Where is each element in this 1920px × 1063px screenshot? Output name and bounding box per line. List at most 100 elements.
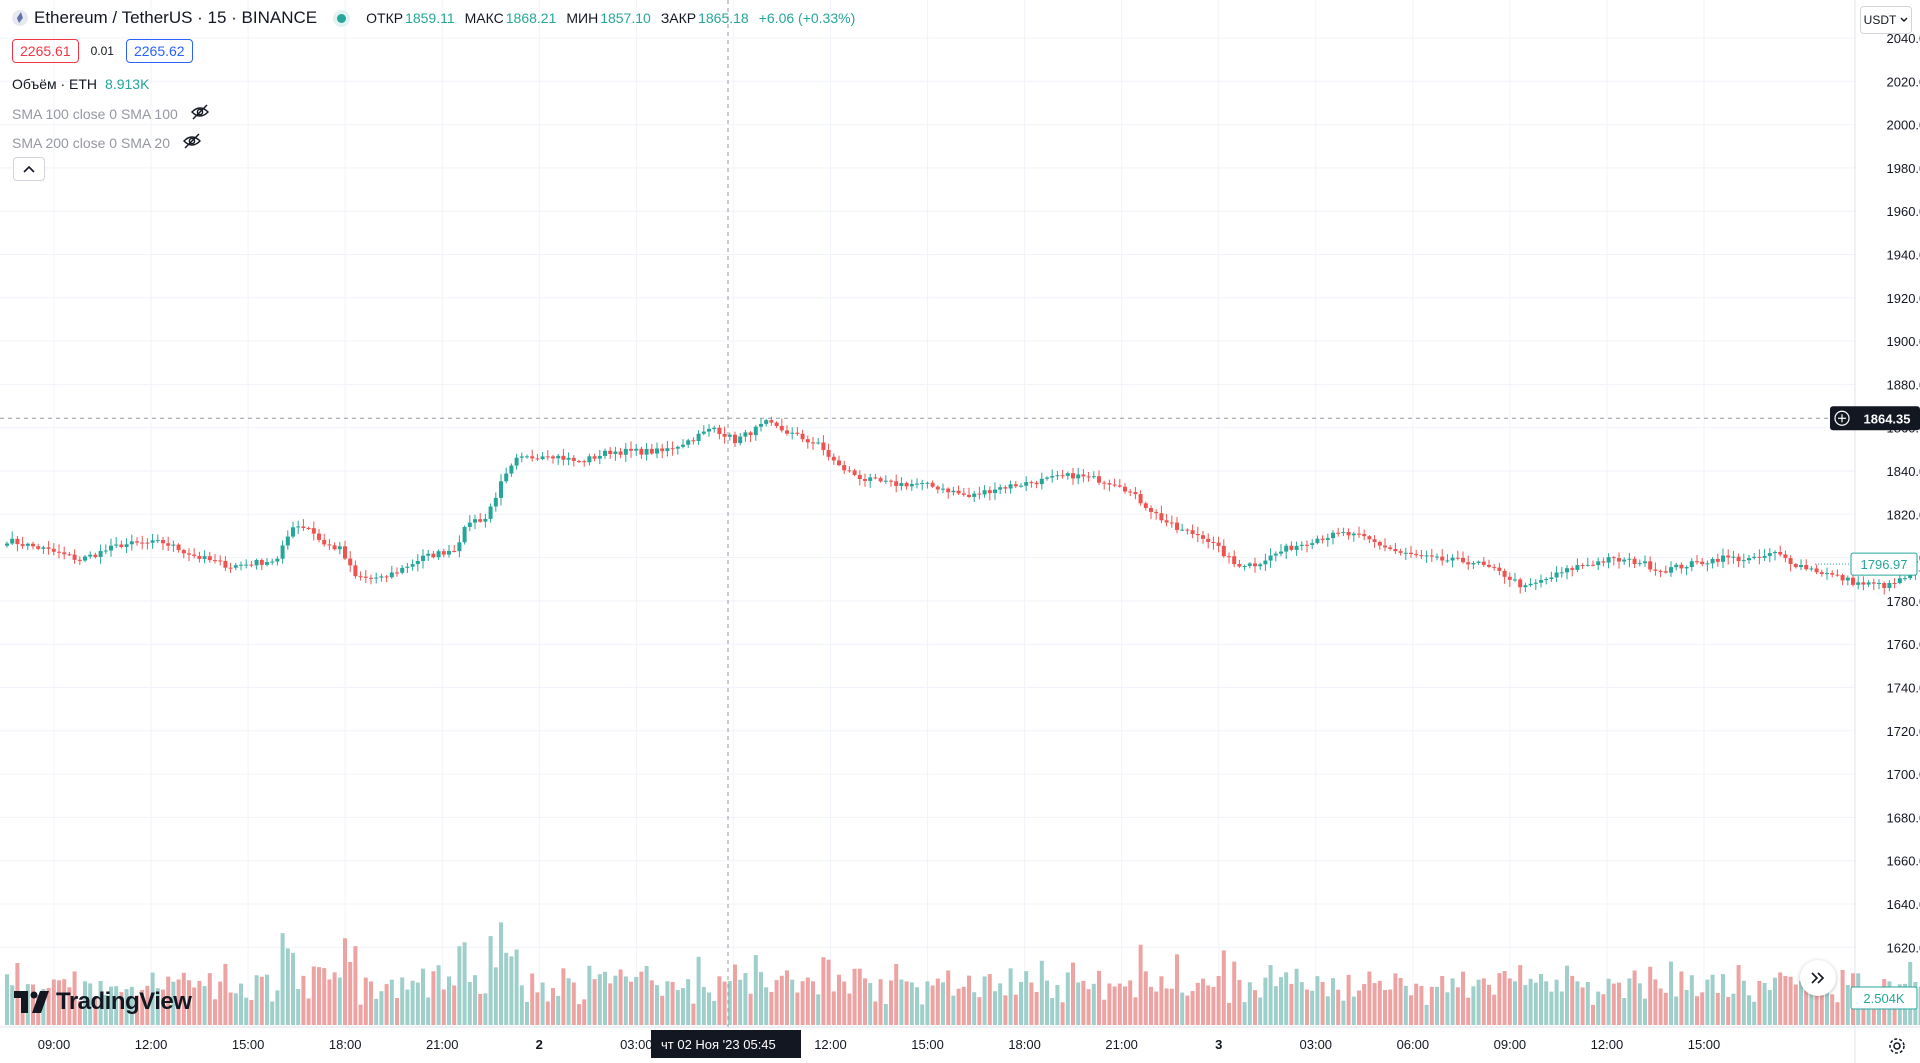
volume-bar: [1528, 978, 1533, 1025]
candle-body: [1882, 583, 1887, 588]
indicator-volume[interactable]: Объём · ETH 8.913K: [12, 76, 149, 92]
volume-bar: [119, 992, 124, 1025]
candle-body: [436, 551, 441, 558]
candle-body: [1065, 473, 1070, 476]
candle-body: [1591, 564, 1595, 566]
volume-bar: [1008, 968, 1013, 1025]
candle-body: [176, 544, 181, 551]
volume-bar: [166, 976, 171, 1025]
candle-body: [1320, 538, 1325, 540]
candle-body: [665, 448, 670, 452]
x-tick-label: 15:00: [911, 1037, 944, 1052]
volume-bar: [1606, 978, 1611, 1025]
volume-bar: [1622, 998, 1627, 1025]
candle-body: [509, 465, 514, 474]
volume-bar: [837, 974, 841, 1025]
eye-off-icon[interactable]: [190, 104, 210, 123]
volume-bar: [1752, 1001, 1757, 1025]
candle-body: [935, 486, 940, 490]
scroll-to-realtime-button[interactable]: [1800, 960, 1836, 996]
candle-body: [239, 564, 243, 566]
candle-body: [1705, 563, 1710, 565]
volume-bar: [987, 974, 992, 1025]
candle-body: [909, 484, 914, 487]
candle-body: [452, 550, 457, 552]
candle-body: [675, 446, 680, 449]
volume-bar: [655, 985, 659, 1025]
candle-body: [1606, 557, 1611, 563]
ethereum-logo-icon: [12, 10, 28, 26]
candle-body: [129, 541, 134, 545]
sell-button[interactable]: 2265.61: [12, 39, 79, 63]
volume-bar: [1128, 980, 1133, 1025]
candle-body: [1632, 558, 1637, 565]
candle-body: [847, 470, 852, 472]
volume-bar: [1705, 979, 1710, 1025]
candle-body: [946, 488, 951, 493]
candle-body: [1580, 565, 1585, 567]
volume-bar: [811, 981, 815, 1025]
candle-body: [1419, 555, 1424, 557]
y-tick-label: 1660.00: [1887, 854, 1920, 869]
x-tick-label: 18:00: [329, 1037, 362, 1052]
volume-bar: [956, 988, 961, 1025]
currency-selector[interactable]: USDT: [1860, 6, 1912, 34]
candle-body: [1710, 558, 1715, 564]
eye-off-icon[interactable]: [182, 133, 202, 152]
candle-body: [987, 490, 992, 494]
volume-bar: [1830, 994, 1835, 1025]
volume-bar: [1268, 965, 1273, 1025]
volume-bar: [540, 982, 545, 1025]
candle-body: [925, 482, 930, 484]
volume-bar: [155, 988, 160, 1025]
candle-body: [1013, 484, 1018, 487]
candle-body: [275, 558, 280, 562]
buy-button[interactable]: 2265.62: [125, 39, 193, 63]
volume-bar: [431, 971, 436, 1025]
candle-body: [1211, 542, 1216, 544]
candle-body: [681, 444, 685, 447]
volume-bar: [597, 974, 602, 1025]
candle-body: [1429, 555, 1434, 557]
volume-bar: [608, 983, 613, 1025]
candle-body: [348, 558, 353, 566]
candle-body: [296, 526, 301, 528]
volume-bar: [1653, 979, 1658, 1025]
candle-body: [171, 544, 176, 546]
candle-body: [1112, 484, 1117, 486]
volume-bar: [509, 956, 514, 1025]
chart-legend: Ethereum / TetherUS · 15 · BINANCE ОТКР …: [12, 8, 855, 28]
volume-bar: [1502, 970, 1507, 1025]
volume-bar: [1117, 983, 1122, 1025]
candle-body: [857, 474, 862, 480]
tradingview-watermark[interactable]: TradingView: [14, 988, 192, 1016]
y-tick-label: 1680.00: [1887, 810, 1920, 825]
candle-body: [1086, 476, 1091, 478]
indicator-sma-200[interactable]: SMA 200 close 0 SMA 20: [12, 133, 202, 152]
volume-bar: [790, 979, 795, 1025]
symbol-title[interactable]: Ethereum / TetherUS · 15 · BINANCE: [34, 8, 318, 27]
candle-body: [1357, 533, 1361, 535]
candle-body: [1133, 491, 1138, 495]
indicator-sma-100[interactable]: SMA 100 close 0 SMA 100: [12, 104, 210, 123]
volume-bar: [197, 980, 202, 1025]
market-status-icon[interactable]: [337, 13, 347, 23]
candle-body: [712, 427, 717, 429]
volume-bar: [800, 981, 805, 1025]
tradingview-wordmark: TradingView: [56, 988, 192, 1015]
candle-body: [993, 489, 997, 494]
volume-bar: [847, 993, 852, 1025]
volume-bar: [577, 1004, 581, 1025]
volume-bar: [857, 968, 862, 1025]
candle-body: [1019, 485, 1023, 487]
candle-body: [1435, 556, 1439, 558]
candle-body: [571, 457, 576, 461]
candle-body: [161, 540, 165, 544]
collapse-legend-button[interactable]: [13, 157, 45, 181]
volume-bar: [1065, 972, 1070, 1025]
chart-settings-button[interactable]: [1888, 1037, 1906, 1060]
candle-body: [1398, 551, 1403, 553]
volume-bar: [1731, 993, 1736, 1025]
volume-bar: [135, 995, 139, 1025]
